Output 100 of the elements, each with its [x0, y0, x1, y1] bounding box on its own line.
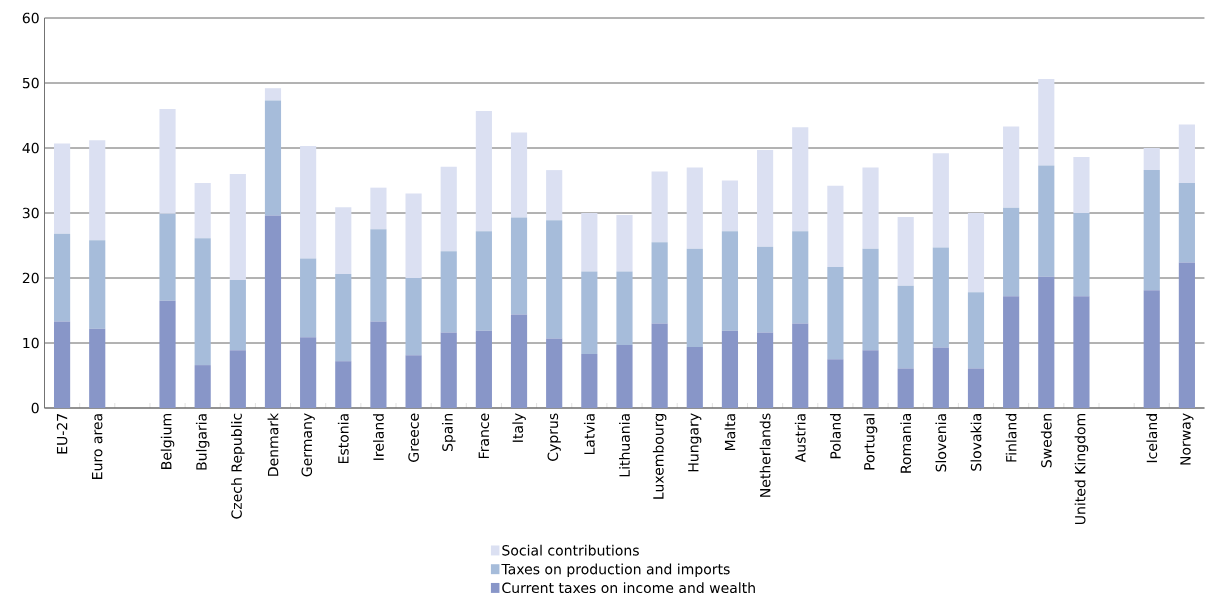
bar: [721, 330, 739, 408]
y-tick-label: 50: [22, 77, 39, 89]
bar: [757, 246, 774, 333]
bar: [897, 368, 914, 408]
bar: [335, 207, 352, 275]
bar: [1178, 183, 1195, 263]
x-tick-label: Malta: [724, 414, 736, 451]
bar: [89, 328, 106, 408]
bar: [1003, 296, 1020, 408]
bar: [405, 278, 422, 356]
bar: [300, 258, 317, 338]
x-tick-label: Bulgaria: [195, 414, 210, 470]
bar: [1003, 126, 1020, 208]
bar: [89, 140, 106, 241]
bar: [1038, 79, 1055, 166]
bar: [1073, 213, 1090, 297]
bar: [1143, 170, 1160, 291]
bar: [581, 354, 598, 408]
y-tick-label: 40: [22, 142, 39, 154]
y-tick-label: 10: [23, 337, 39, 349]
bar: [475, 231, 492, 331]
bar: [792, 231, 809, 324]
x-tick-label: EU-27: [56, 414, 68, 454]
bar: [792, 127, 809, 232]
y-tick-label: 0: [31, 402, 39, 414]
y-tick-label: 30: [22, 207, 39, 219]
x-tick-label: Portugal: [863, 414, 878, 470]
bar: [53, 321, 71, 408]
x-tick-label: Netherlands: [759, 413, 771, 497]
x-tick-label: Romania: [900, 414, 912, 473]
bar: [89, 240, 106, 329]
x-tick-label: Spain: [441, 414, 456, 452]
bar: [370, 187, 387, 230]
bar: [405, 355, 422, 408]
bar: [932, 247, 949, 348]
bar: [827, 266, 844, 360]
x-tick-label: Cyprus: [547, 413, 561, 461]
x-tick-label: Lithuania: [619, 414, 630, 477]
bar: [370, 321, 387, 408]
bar: [967, 213, 985, 293]
bar: [1143, 290, 1160, 408]
bar: [264, 215, 282, 408]
y-tick-label: 60: [22, 12, 39, 24]
bar: [651, 242, 668, 324]
bar: [932, 347, 949, 408]
bar: [229, 279, 246, 351]
bar: [827, 185, 844, 267]
bar: [1073, 296, 1090, 408]
x-tick-label: France: [478, 413, 490, 459]
x-tick-label: Norway: [1180, 413, 1194, 465]
bar: [440, 251, 457, 333]
x-tick-label: Iceland: [1146, 414, 1158, 463]
x-tick-label: Estonia: [337, 414, 349, 464]
bar: [194, 365, 211, 408]
bar: [300, 337, 317, 408]
bar: [686, 167, 703, 249]
bar: [510, 132, 528, 218]
bar: [686, 248, 703, 347]
x-tick-label: Slovenia: [935, 414, 947, 472]
bar: [440, 332, 457, 408]
bar: [897, 285, 914, 369]
bar: [229, 350, 246, 408]
x-tick-label: Latvia: [583, 414, 595, 455]
bar: [616, 271, 633, 345]
bar: [1003, 207, 1020, 297]
legend-label: Social contributions: [502, 544, 639, 556]
x-tick-label: Sweden: [1040, 414, 1052, 468]
bar: [194, 183, 211, 239]
bar: [229, 174, 246, 280]
bar: [1178, 262, 1195, 408]
bar: [827, 359, 844, 408]
x-tick-label: Luxembourg: [652, 414, 667, 499]
x-tick-label: Denmark: [267, 412, 279, 476]
bar: [546, 170, 563, 221]
bar: [967, 368, 985, 408]
bar: [862, 350, 879, 408]
x-tick-label: Euro area: [92, 414, 103, 479]
bar: [1178, 124, 1195, 184]
bar: [335, 361, 352, 408]
bar: [159, 300, 176, 408]
bar: [510, 217, 528, 315]
x-tick-label: Italy: [512, 413, 526, 442]
bar: [546, 338, 563, 408]
bar: [616, 214, 633, 272]
bar: [194, 238, 211, 366]
bar: [1143, 148, 1160, 171]
bar: [757, 332, 774, 408]
bar: [862, 248, 879, 351]
bar: [581, 271, 598, 355]
bar: [53, 233, 71, 322]
bar: [757, 149, 774, 247]
x-tick-label: Poland: [829, 414, 841, 459]
x-tick-label: Greece: [408, 413, 419, 462]
bar: [159, 213, 176, 301]
bar: [1038, 276, 1055, 408]
y-tick-label: 20: [22, 272, 39, 284]
legend-label: Taxes on production and imports: [501, 563, 730, 578]
bar: [405, 193, 422, 278]
bar: [440, 166, 457, 252]
bar: [264, 88, 282, 101]
